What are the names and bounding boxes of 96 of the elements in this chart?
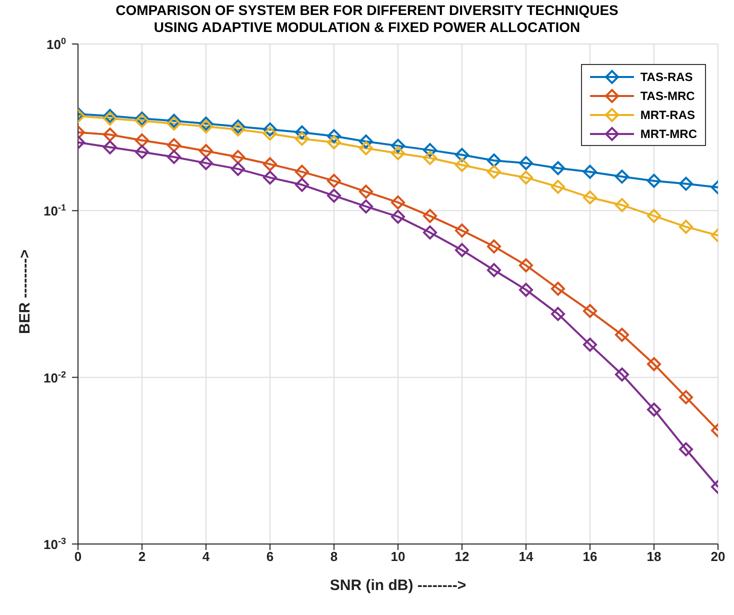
point (391, 146, 405, 160)
point (519, 156, 533, 170)
point (583, 338, 597, 352)
point (615, 198, 629, 212)
point (647, 402, 661, 417)
point (551, 306, 565, 321)
legend-label: MRT-MRC (640, 126, 697, 140)
point (487, 164, 501, 179)
point (167, 116, 181, 131)
point (263, 170, 277, 185)
x-tick-label: 10 (390, 549, 406, 564)
point (327, 188, 341, 203)
point (231, 150, 245, 164)
point (263, 157, 277, 172)
point (583, 304, 597, 318)
point (455, 148, 469, 162)
point (103, 128, 117, 142)
point (327, 135, 341, 150)
point (295, 164, 309, 179)
x-tick-label: 0 (74, 549, 82, 564)
point (679, 220, 693, 234)
point (487, 263, 501, 278)
point (103, 112, 117, 126)
point (679, 176, 693, 191)
point (359, 141, 373, 156)
point (103, 108, 117, 123)
y-tick-label: 10$^{-1}$ (44, 202, 66, 219)
point (327, 174, 341, 188)
point (391, 210, 405, 224)
point (551, 282, 565, 296)
point (359, 199, 373, 214)
y-tick-label: 10$^{-3}$ (44, 536, 66, 552)
point (423, 151, 437, 166)
point (455, 243, 469, 258)
point (231, 119, 245, 134)
point (551, 180, 565, 194)
point (519, 282, 533, 297)
point (295, 178, 309, 192)
x-tick-label: 18 (646, 549, 662, 564)
point (295, 132, 309, 146)
x-tick-label: 14 (518, 549, 534, 564)
point (199, 156, 213, 170)
legend-label: TAS-RAS (640, 70, 693, 84)
point (199, 144, 213, 158)
point (135, 144, 149, 159)
point (455, 224, 469, 238)
point (359, 184, 373, 199)
x-tick-label: 8 (330, 549, 338, 564)
y-axis-title: BER --------> (16, 249, 34, 334)
point (327, 129, 341, 144)
point (615, 328, 629, 342)
point (263, 126, 277, 141)
legend-label: TAS-MRC (640, 88, 695, 102)
point (679, 390, 693, 404)
point (455, 158, 469, 172)
x-axis-title: SNR (in dB) --------> (330, 577, 466, 594)
point (167, 138, 181, 152)
point (103, 140, 117, 154)
x-tick-label: 2 (138, 549, 146, 564)
x-tick-label: 16 (582, 549, 598, 564)
y-tick-label: 10$^{-2}$ (44, 369, 66, 386)
legend-label: MRT-RAS (640, 108, 696, 122)
point (551, 161, 565, 176)
point (519, 170, 533, 185)
x-tick-label: 6 (266, 549, 274, 564)
point (487, 153, 501, 168)
point (647, 174, 661, 188)
point (519, 258, 533, 272)
point (359, 134, 373, 149)
point (231, 162, 245, 176)
point (679, 442, 693, 456)
point (615, 170, 629, 184)
x-tick-label: 4 (202, 549, 210, 564)
chart-title: COMPARISON OF SYSTEM BER FOR DIFFERENT DIVERSITY TECHNIQUES USING ADAPTIVE MODULATION & FIXED POWER ALLOCATION (114, 2, 620, 36)
point (391, 138, 405, 153)
point (167, 114, 181, 128)
point (391, 195, 405, 210)
point (647, 208, 661, 223)
point (199, 119, 213, 134)
point (423, 225, 437, 240)
point (295, 125, 309, 140)
point (583, 164, 597, 179)
point (135, 133, 149, 148)
point (423, 143, 437, 158)
point (199, 116, 213, 131)
x-tick-label: 12 (454, 549, 470, 564)
point (167, 150, 181, 164)
x-tick-label: 20 (710, 549, 726, 564)
point (231, 122, 245, 136)
point (487, 239, 501, 254)
point (615, 367, 629, 382)
y-tick-label: 10$^{0}$ (46, 36, 66, 52)
point (583, 190, 597, 204)
point (423, 208, 437, 223)
point (647, 357, 661, 372)
point (263, 122, 277, 136)
